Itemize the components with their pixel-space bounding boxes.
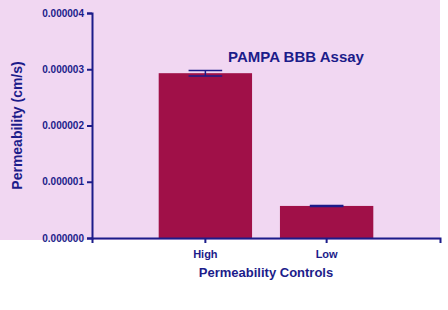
x-axis: High Low	[93, 238, 441, 260]
x-tick-mark	[326, 238, 328, 243]
error-bar-line	[189, 70, 223, 72]
y-tick-mark	[87, 13, 92, 15]
y-tick-label: 0.000003	[42, 64, 84, 75]
y-tick: 0.000004	[42, 8, 92, 19]
y-tick-label: 0.000001	[42, 176, 84, 187]
x-tick-mark	[204, 238, 206, 243]
x-tick-label: Low	[316, 248, 338, 260]
x-axis-line	[93, 239, 441, 244]
y-tick-mark	[87, 238, 92, 240]
y-tick: 0.000001	[42, 176, 92, 187]
error-bar-line	[310, 206, 344, 208]
error-bar-line	[189, 75, 223, 77]
y-tick-label: 0.000004	[42, 8, 84, 19]
error-bar-line	[310, 205, 344, 207]
x-axis-title: Permeability Controls	[199, 265, 333, 280]
x-tick: Low	[316, 238, 338, 260]
error-bar	[189, 70, 223, 76]
x-tick: High	[193, 238, 218, 260]
y-tick: 0.000003	[42, 64, 92, 75]
x-tick-label: High	[193, 248, 218, 260]
y-axis-title: Permeability (cm/s)	[9, 61, 25, 189]
title: PAMPA BBB Assay	[228, 48, 365, 65]
y-axis: 0.000000 0.000001 0.000002 0.000003 0.000004	[42, 8, 92, 244]
error-bar	[310, 205, 344, 206]
y-tick: 0.000000	[42, 233, 92, 244]
y-tick-label: 0.000000	[42, 233, 84, 244]
plot-background	[0, 0, 440, 240]
y-tick-mark	[87, 181, 92, 183]
y-tick-label: 0.000002	[42, 120, 84, 131]
y-axis-line	[87, 14, 93, 239]
bar	[280, 206, 373, 238]
chart: 0.000000 0.000001 0.000002 0.000003 0.000004…	[0, 0, 448, 310]
bar	[159, 73, 252, 238]
y-tick: 0.000002	[42, 120, 92, 131]
plot-area	[159, 70, 374, 238]
y-tick-mark	[87, 125, 92, 127]
error-bar-line	[205, 70, 207, 76]
y-tick-mark	[87, 69, 92, 71]
